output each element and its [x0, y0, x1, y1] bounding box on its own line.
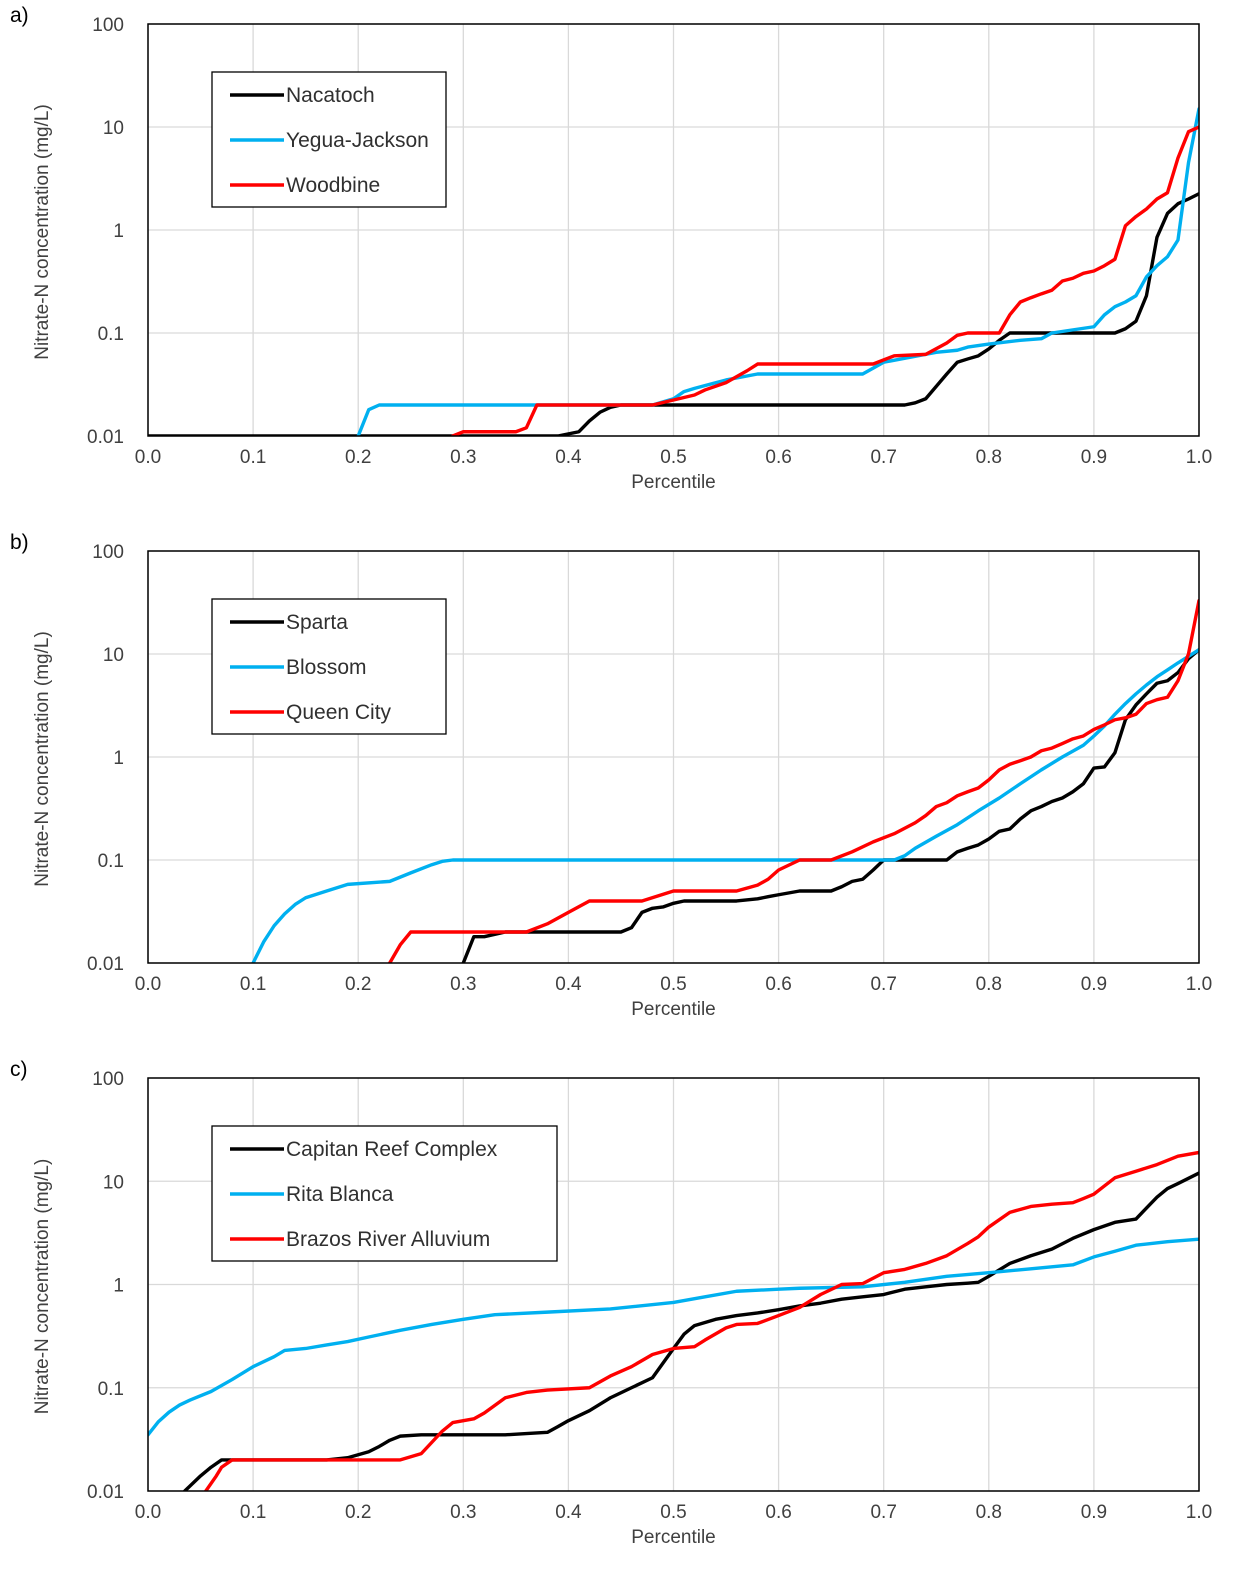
- x-tick-label: 0.6: [765, 447, 791, 468]
- x-tick-label: 0.3: [450, 447, 476, 468]
- y-axis-title: Nitrate-N concentration (mg/L): [32, 1159, 53, 1415]
- y-axis-title: Nitrate-N concentration (mg/L): [32, 631, 53, 887]
- x-axis-title: Percentile: [631, 999, 716, 1020]
- series-line-yegua-jackson: [356, 107, 1199, 436]
- y-tick-label: 0.01: [87, 954, 124, 975]
- x-tick-label: 0.1: [240, 1502, 266, 1523]
- plot-area-frame: [147, 550, 1200, 964]
- y-tick-label: 10: [103, 118, 124, 139]
- series-line-woodbine: [451, 125, 1199, 436]
- y-tick-label: 0.01: [87, 1482, 124, 1503]
- chart-panel-b: b) 0.0 0.1 0.2 0.3 0.4 0.5 0.6 0.7 0.8 0.9 1.0 0.01 0…: [10, 531, 1212, 1020]
- y-tick-label: 0.1: [98, 1379, 124, 1400]
- x-tick-label: 1.0: [1186, 1502, 1212, 1523]
- y-tick-label: 0.1: [98, 851, 124, 872]
- x-tick-label: 0.0: [135, 447, 161, 468]
- plot-area-frame: [147, 23, 1200, 437]
- x-tick-label: 1.0: [1186, 974, 1212, 995]
- x-tick-label: 0.0: [135, 974, 161, 995]
- y-tick-label: 1: [113, 1276, 124, 1297]
- x-tick-label: 0.8: [976, 447, 1002, 468]
- plot-area-frame: [147, 1077, 1200, 1492]
- y-tick-label: 10: [103, 1172, 124, 1193]
- x-tick-label: 1.0: [1186, 447, 1212, 468]
- x-tick-label: 0.2: [345, 447, 371, 468]
- x-tick-label: 0.7: [870, 1502, 896, 1523]
- y-tick-label: 1: [113, 221, 124, 242]
- x-tick-label: 0.7: [870, 447, 896, 468]
- panel-label: a): [10, 4, 29, 27]
- x-tick-label: 0.5: [660, 447, 686, 468]
- x-tick-label: 0.9: [1081, 447, 1107, 468]
- legend: Sparta Blossom Queen City: [211, 598, 447, 735]
- x-tick-label: 0.2: [345, 1502, 371, 1523]
- x-tick-label: 0.6: [765, 974, 791, 995]
- x-tick-label: 0.9: [1081, 974, 1107, 995]
- x-tick-label: 0.0: [135, 1502, 161, 1523]
- y-tick-label: 10: [103, 645, 124, 666]
- x-tick-label: 0.4: [555, 974, 582, 995]
- chart-panel-a: a) 0.0 0.1 0.2 0.3 0.4 0.5 0.6 0.7 0.8 0.9 1.0 0.01 0…: [10, 4, 1212, 493]
- y-tick-label: 1: [113, 748, 124, 769]
- x-tick-label: 0.3: [450, 974, 476, 995]
- legend-label: Yegua-Jackson: [286, 129, 429, 152]
- x-tick-label: 0.1: [240, 974, 266, 995]
- series-line-brazos-river-alluvium: [204, 1150, 1199, 1491]
- x-tick-label: 0.8: [976, 974, 1002, 995]
- panel-label: b): [10, 531, 29, 554]
- panel-label: c): [10, 1058, 28, 1081]
- x-axis-title: Percentile: [631, 472, 716, 493]
- y-tick-label: 100: [92, 15, 124, 36]
- legend-label: Rita Blanca: [286, 1183, 394, 1206]
- x-tick-label: 0.1: [240, 447, 266, 468]
- legend-label: Capitan Reef Complex: [286, 1138, 498, 1161]
- series-line-queen-city: [388, 598, 1199, 963]
- legend-label: Sparta: [286, 611, 348, 634]
- legend-label: Woodbine: [286, 174, 380, 197]
- legend: Capitan Reef Complex Rita Blanca Brazos Ri…: [211, 1125, 558, 1262]
- y-tick-label: 0.01: [87, 427, 124, 448]
- x-tick-label: 0.9: [1081, 1502, 1107, 1523]
- x-axis-title: Percentile: [631, 1527, 716, 1548]
- legend-label: Blossom: [286, 656, 367, 679]
- x-tick-label: 0.7: [870, 974, 896, 995]
- x-tick-label: 0.2: [345, 974, 371, 995]
- x-tick-label: 0.5: [660, 974, 686, 995]
- legend-label: Queen City: [286, 701, 392, 724]
- series-line-nacatoch: [148, 192, 1199, 436]
- series-line-rita-blanca: [148, 1237, 1199, 1437]
- series-line-sparta: [461, 648, 1199, 963]
- series-line-blossom: [251, 648, 1199, 963]
- series-line-capitan-reef-complex: [183, 1171, 1199, 1491]
- legend-label: Brazos River Alluvium: [286, 1228, 490, 1251]
- legend: Nacatoch Yegua-Jackson Woodbine: [211, 71, 447, 208]
- x-tick-label: 0.5: [660, 1502, 686, 1523]
- x-tick-label: 0.4: [555, 1502, 582, 1523]
- x-tick-label: 0.6: [765, 1502, 791, 1523]
- y-tick-label: 0.1: [98, 324, 124, 345]
- y-axis-title: Nitrate-N concentration (mg/L): [32, 104, 53, 360]
- legend-label: Nacatoch: [286, 84, 375, 107]
- y-tick-label: 100: [92, 542, 124, 563]
- x-tick-label: 0.4: [555, 447, 582, 468]
- x-tick-label: 0.3: [450, 1502, 476, 1523]
- chart-panel-c: c) 0.0 0.1 0.2 0.3 0.4 0.5 0.6 0.7 0.8 0.9 1.0 0.01 0…: [10, 1058, 1212, 1548]
- x-tick-label: 0.8: [976, 1502, 1002, 1523]
- y-tick-label: 100: [92, 1069, 124, 1090]
